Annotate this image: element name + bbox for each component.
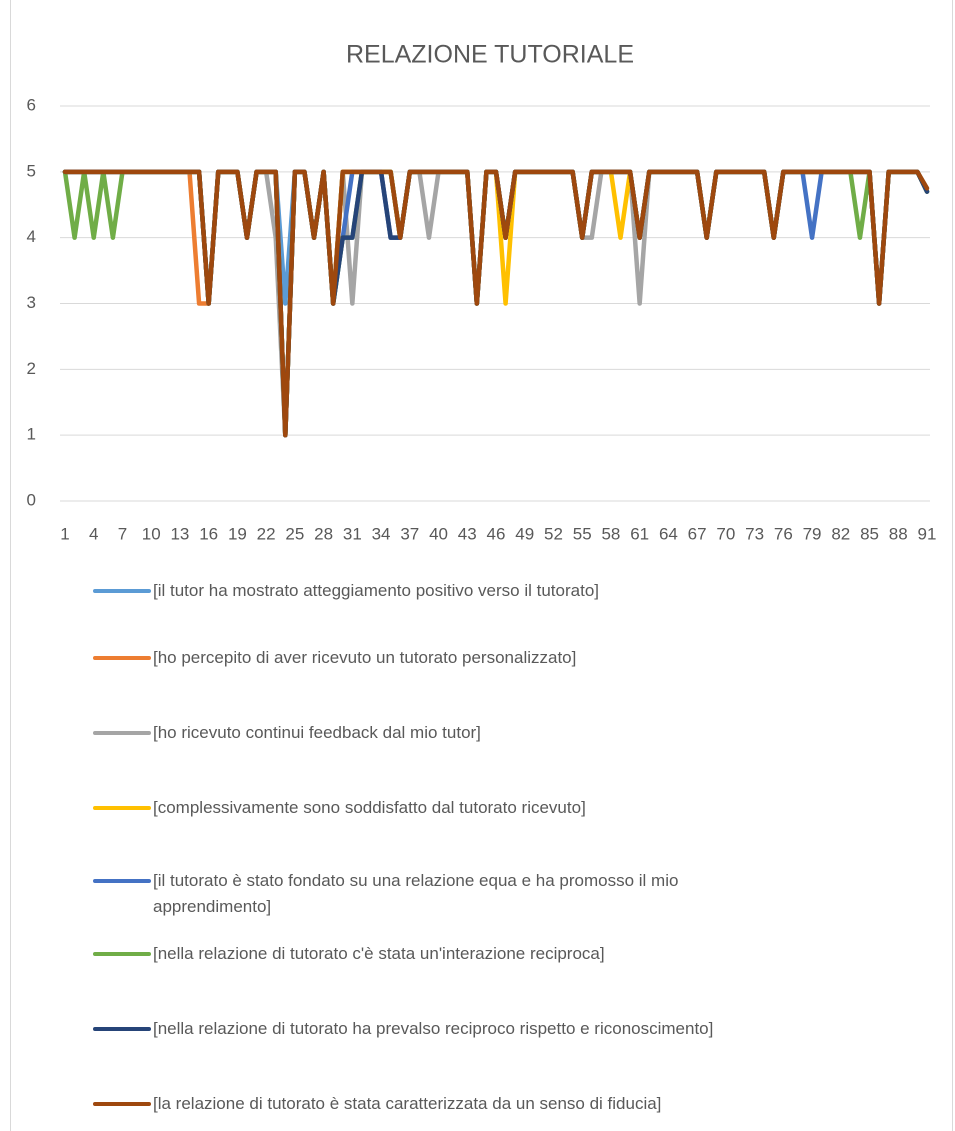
legend-item: [nella relazione di tutorato ha prevalso… xyxy=(93,1016,773,1042)
legend-swatch xyxy=(93,879,151,883)
x-tick-label: 46 xyxy=(487,524,506,543)
legend-item: [complessivamente sono soddisfatto dal t… xyxy=(93,795,773,821)
series-line xyxy=(62,169,930,438)
x-tick-label: 49 xyxy=(515,524,534,543)
x-tick-label: 85 xyxy=(860,524,879,543)
legend-swatch xyxy=(93,1027,151,1031)
x-tick-label: 76 xyxy=(774,524,793,543)
legend-label: [ho ricevuto continui feedback dal mio t… xyxy=(153,723,481,742)
x-tick-label: 13 xyxy=(170,524,189,543)
x-tick-label: 34 xyxy=(372,524,391,543)
x-tick-label: 82 xyxy=(831,524,850,543)
x-tick-label: 61 xyxy=(630,524,649,543)
legend-label: [nella relazione di tutorato c'è stata u… xyxy=(153,944,605,963)
x-tick-label: 25 xyxy=(285,524,304,543)
x-tick-label: 4 xyxy=(89,524,98,543)
x-tick-label: 1 xyxy=(60,524,69,543)
legend-item: [la relazione di tutorato è stata caratt… xyxy=(93,1091,773,1117)
x-tick-label: 10 xyxy=(142,524,161,543)
y-tick-label: 5 xyxy=(27,161,36,180)
y-tick-label: 6 xyxy=(27,95,36,114)
y-tick-label: 1 xyxy=(27,425,36,444)
x-tick-label: 28 xyxy=(314,524,333,543)
legend-label: [complessivamente sono soddisfatto dal t… xyxy=(153,798,586,817)
legend-swatch xyxy=(93,589,151,593)
legend-item: [ho ricevuto continui feedback dal mio t… xyxy=(93,720,773,746)
legend-label: [nella relazione di tutorato ha prevalso… xyxy=(153,1019,714,1038)
y-tick-label: 2 xyxy=(27,359,36,378)
legend-label: [la relazione di tutorato è stata caratt… xyxy=(153,1094,662,1113)
legend-item: [nella relazione di tutorato c'è stata u… xyxy=(93,941,773,967)
chart-border xyxy=(10,0,953,1131)
y-tick-label: 3 xyxy=(27,293,36,312)
x-tick-label: 22 xyxy=(257,524,276,543)
y-tick-label: 4 xyxy=(27,227,36,246)
x-tick-label: 19 xyxy=(228,524,247,543)
x-tick-label: 16 xyxy=(199,524,218,543)
x-tick-label: 91 xyxy=(918,524,937,543)
legend-label: [ho percepito di aver ricevuto un tutora… xyxy=(153,648,577,667)
x-tick-label: 67 xyxy=(688,524,707,543)
x-tick-label: 52 xyxy=(544,524,563,543)
legend-swatch xyxy=(93,656,151,660)
legend-swatch xyxy=(93,952,151,956)
x-tick-label: 37 xyxy=(400,524,419,543)
x-tick-label: 40 xyxy=(429,524,448,543)
chart-title: RELAZIONE TUTORIALE xyxy=(346,41,634,69)
x-tick-label: 64 xyxy=(659,524,678,543)
legend-swatch xyxy=(93,731,151,735)
legend-label: [il tutor ha mostrato atteggiamento posi… xyxy=(153,581,600,600)
x-tick-label: 73 xyxy=(745,524,764,543)
x-tick-label: 7 xyxy=(118,524,127,543)
legend-swatch xyxy=(93,1102,151,1106)
x-tick-label: 55 xyxy=(573,524,592,543)
x-tick-label: 88 xyxy=(889,524,908,543)
legend-swatch xyxy=(93,806,151,810)
x-tick-label: 70 xyxy=(716,524,735,543)
legend-label: [il tutorato è stato fondato su una rela… xyxy=(153,871,679,916)
x-tick-label: 58 xyxy=(601,524,620,543)
legend-item: [ho percepito di aver ricevuto un tutora… xyxy=(93,645,773,671)
x-tick-label: 31 xyxy=(343,524,362,543)
legend-item: [il tutorato è stato fondato su una rela… xyxy=(93,868,773,920)
legend-item: [il tutor ha mostrato atteggiamento posi… xyxy=(93,578,773,604)
x-tick-label: 43 xyxy=(458,524,477,543)
y-tick-label: 0 xyxy=(27,490,36,509)
x-tick-label: 79 xyxy=(803,524,822,543)
